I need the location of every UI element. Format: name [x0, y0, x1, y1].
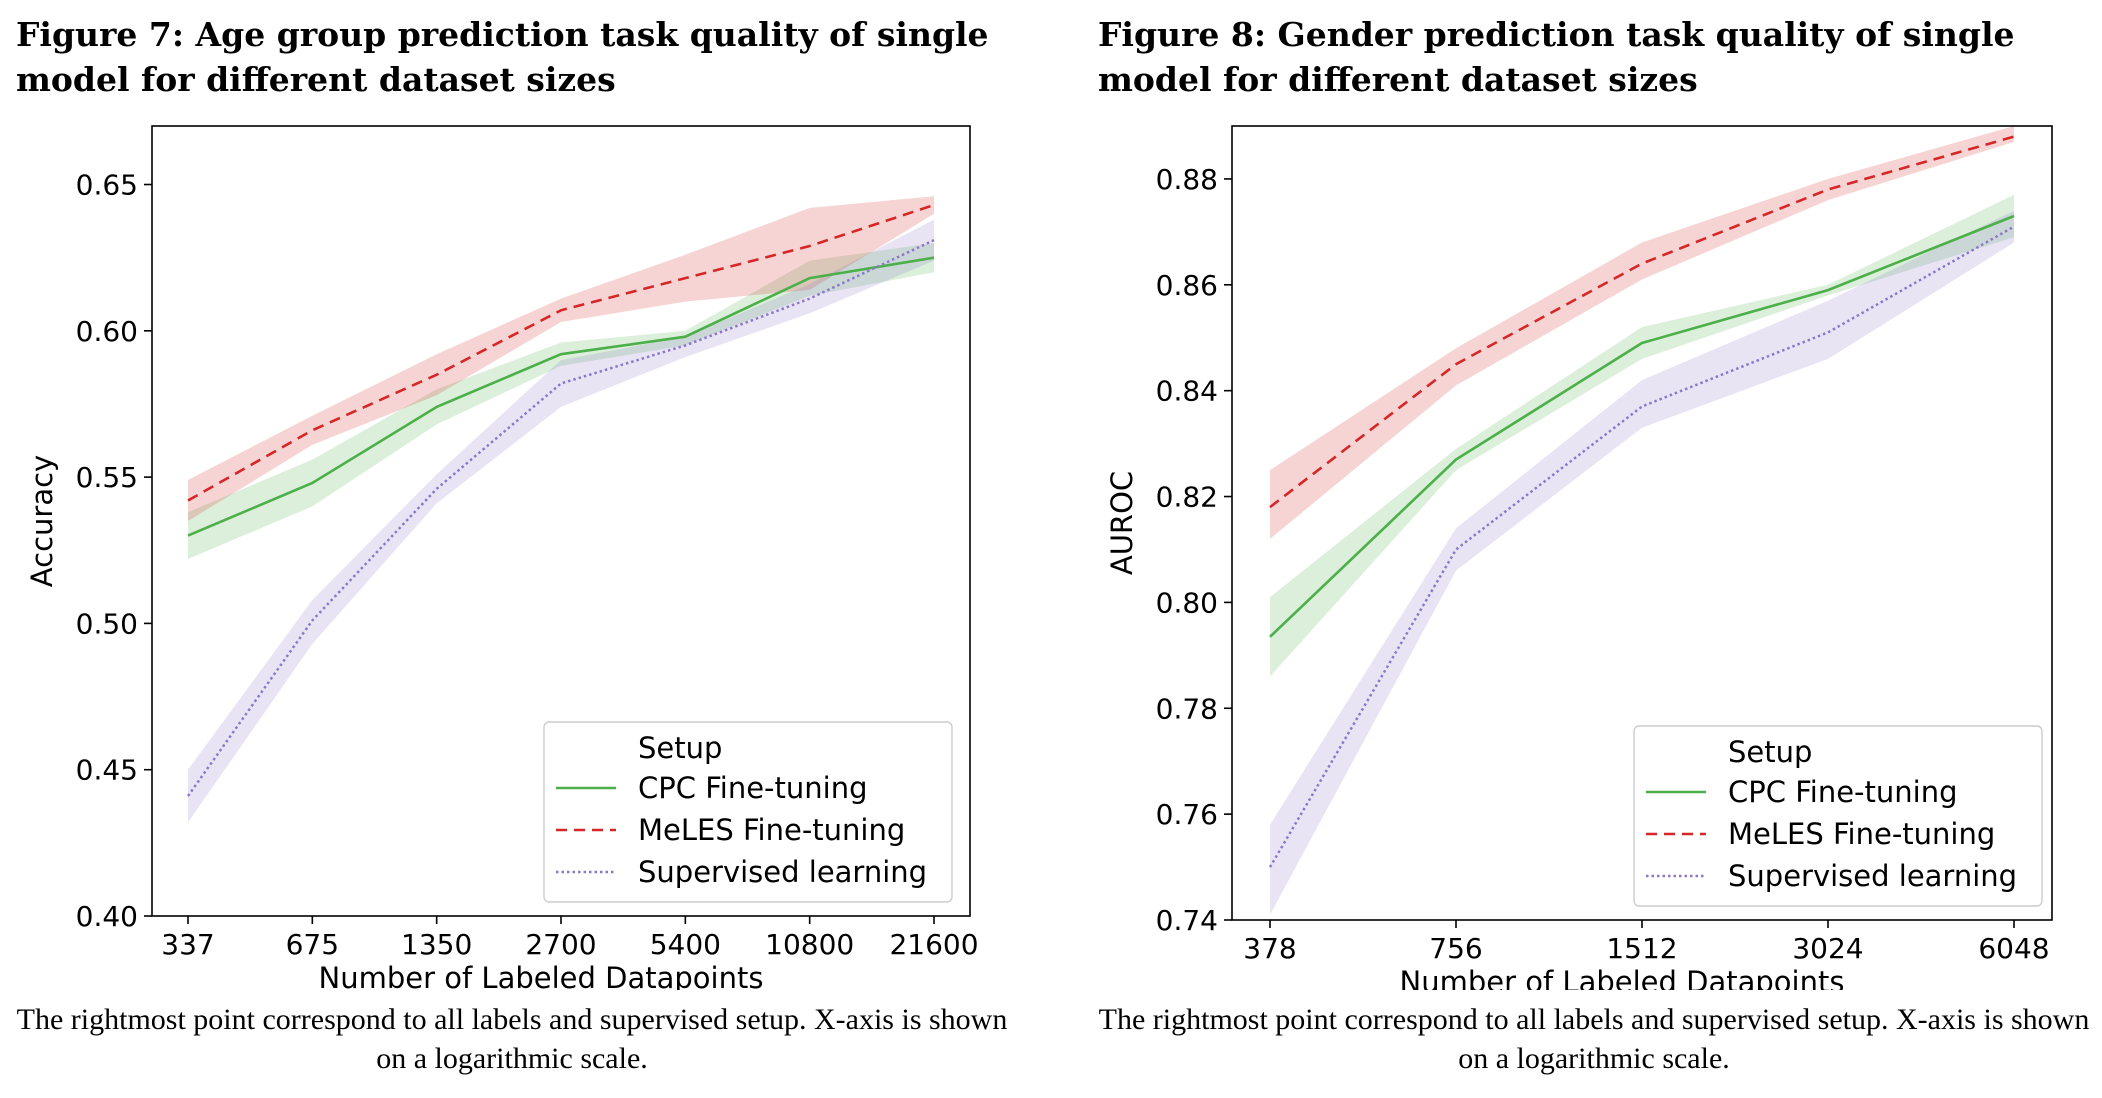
meles-fine-tuning-point [1455, 363, 1457, 365]
cpc-fine-tuning-band [188, 243, 934, 559]
supervised-learning-point [1269, 866, 1271, 868]
meles-fine-tuning-point [436, 374, 438, 376]
meles-fine-tuning-point [1269, 506, 1271, 508]
cpc-fine-tuning-point [1827, 289, 1829, 291]
legend-title: Setup [638, 731, 722, 765]
supervised-learning-point [187, 795, 189, 797]
cpc-fine-tuning-band [1270, 194, 2014, 677]
figure-title: Figure 8: Gender prediction task quality… [1098, 15, 2015, 99]
x-tick-label: 2700 [525, 928, 596, 961]
supervised-learning-legend-label: Supervised learning [1728, 859, 2017, 893]
x-tick-label: 675 [286, 928, 339, 961]
meles-fine-tuning-line [187, 203, 935, 502]
x-tick-label: 5400 [650, 928, 721, 961]
y-tick-label: 0.88 [1156, 163, 1218, 196]
y-tick-label: 0.55 [76, 461, 138, 494]
legend-title: Setup [1728, 735, 1812, 769]
meles-fine-tuning-point [2013, 136, 2015, 138]
meles-fine-tuning-point [560, 310, 562, 312]
y-tick-label: 0.50 [76, 607, 138, 640]
meles-fine-tuning-point [187, 500, 189, 502]
cpc-fine-tuning-line [1269, 214, 2015, 638]
y-tick-label: 0.60 [76, 315, 138, 348]
legend: Setup CPC Fine-tuning MeLES Fine-tuning Sup… [1633, 725, 2043, 907]
cpc-fine-tuning-line [187, 256, 935, 537]
y-tick-label: 0.78 [1156, 692, 1218, 725]
meles-fine-tuning-line [1269, 135, 2015, 509]
x-tick-label: 21600 [889, 928, 978, 961]
supervised-learning-point [1641, 406, 1643, 408]
y-tick-label: 0.74 [1156, 904, 1218, 937]
legend: Setup CPC Fine-tuning MeLES Fine-tuning Sup… [543, 721, 953, 903]
supervised-learning-point [1455, 549, 1457, 551]
supervised-learning-point [312, 620, 314, 622]
cpc-fine-tuning-legend-label: CPC Fine-tuning [1728, 775, 1958, 809]
x-tick-label: 3024 [1792, 932, 1863, 965]
meles-fine-tuning-point [933, 204, 935, 206]
cpc-fine-tuning-point [1455, 459, 1457, 461]
cpc-fine-tuning-point [1269, 636, 1271, 638]
meles-fine-tuning-point [685, 277, 687, 279]
age-accuracy-chart: 0.40 0.45 0.50 0.55 0.60 0.65 337 675 1350 2700 54… [25, 125, 979, 990]
cpc-fine-tuning-point [312, 482, 314, 484]
figure-caption: The rightmost point correspond to all la… [1098, 1003, 2090, 1075]
y-tick-label: 0.45 [76, 754, 138, 787]
supervised-learning-point [2013, 226, 2015, 228]
meles-fine-tuning-point [1827, 189, 1829, 191]
cpc-fine-tuning-point [809, 277, 811, 279]
supervised-learning-point [560, 383, 562, 385]
legend-box [1633, 725, 2043, 907]
x-axis-label: Number of Labeled Datapoints [319, 961, 764, 990]
figure-8: Figure 8: Gender prediction task quality… [1094, 0, 2102, 1098]
y-tick-label: 0.80 [1156, 586, 1218, 619]
cpc-fine-tuning-point [560, 353, 562, 355]
y-axis-label: AUROC [1105, 471, 1139, 575]
x-tick-label: 378 [1243, 932, 1296, 965]
cpc-fine-tuning-point [933, 257, 935, 259]
cpc-fine-tuning-point [436, 406, 438, 408]
supervised-learning-point [436, 488, 438, 490]
y-axis-label: Accuracy [25, 455, 59, 587]
y-tick-label: 0.86 [1156, 269, 1218, 302]
y-tick-label: 0.40 [76, 900, 138, 933]
supervised-learning-point [809, 298, 811, 300]
meles-fine-tuning-legend-label: MeLES Fine-tuning [638, 813, 905, 847]
cpc-fine-tuning-point [685, 336, 687, 338]
supervised-learning-band [1270, 210, 2014, 915]
supervised-learning-point [685, 345, 687, 347]
cpc-fine-tuning-point [187, 535, 189, 537]
supervised-learning-band [188, 219, 934, 823]
meles-fine-tuning-point [809, 245, 811, 247]
figure-caption: The rightmost point correspond to all la… [16, 1003, 1008, 1075]
x-tick-label: 6048 [1978, 932, 2049, 965]
cpc-fine-tuning-point [1641, 342, 1643, 344]
x-tick-label: 337 [161, 928, 214, 961]
figure-title: Figure 7: Age group prediction task qual… [16, 15, 989, 99]
x-tick-label: 1512 [1606, 932, 1677, 965]
x-axis-label: Number of Labeled Datapoints [1400, 965, 1845, 990]
supervised-learning-point [1827, 332, 1829, 334]
y-tick-label: 0.84 [1156, 375, 1218, 408]
y-tick-label: 0.76 [1156, 798, 1218, 831]
supervised-learning-legend-label: Supervised learning [638, 855, 927, 889]
x-tick-label: 756 [1429, 932, 1482, 965]
x-tick-label: 10800 [765, 928, 854, 961]
figure-7: Figure 7: Age group prediction task qual… [12, 0, 1022, 1098]
meles-fine-tuning-point [1641, 263, 1643, 265]
meles-fine-tuning-legend-label: MeLES Fine-tuning [1728, 817, 1995, 851]
cpc-fine-tuning-point [2013, 215, 2015, 217]
meles-fine-tuning-point [312, 429, 314, 431]
meles-fine-tuning-band [188, 196, 934, 521]
supervised-learning-line [186, 238, 935, 797]
supervised-learning-point [933, 239, 935, 241]
x-tick-label: 1350 [401, 928, 472, 961]
y-tick-label: 0.82 [1156, 481, 1218, 514]
y-tick-label: 0.65 [76, 169, 138, 202]
cpc-fine-tuning-legend-label: CPC Fine-tuning [638, 771, 868, 805]
legend-box [543, 721, 953, 903]
gender-auroc-chart: 0.74 0.76 0.78 0.80 0.82 0.84 0.86 0.88 378 756 15… [1105, 125, 2053, 990]
